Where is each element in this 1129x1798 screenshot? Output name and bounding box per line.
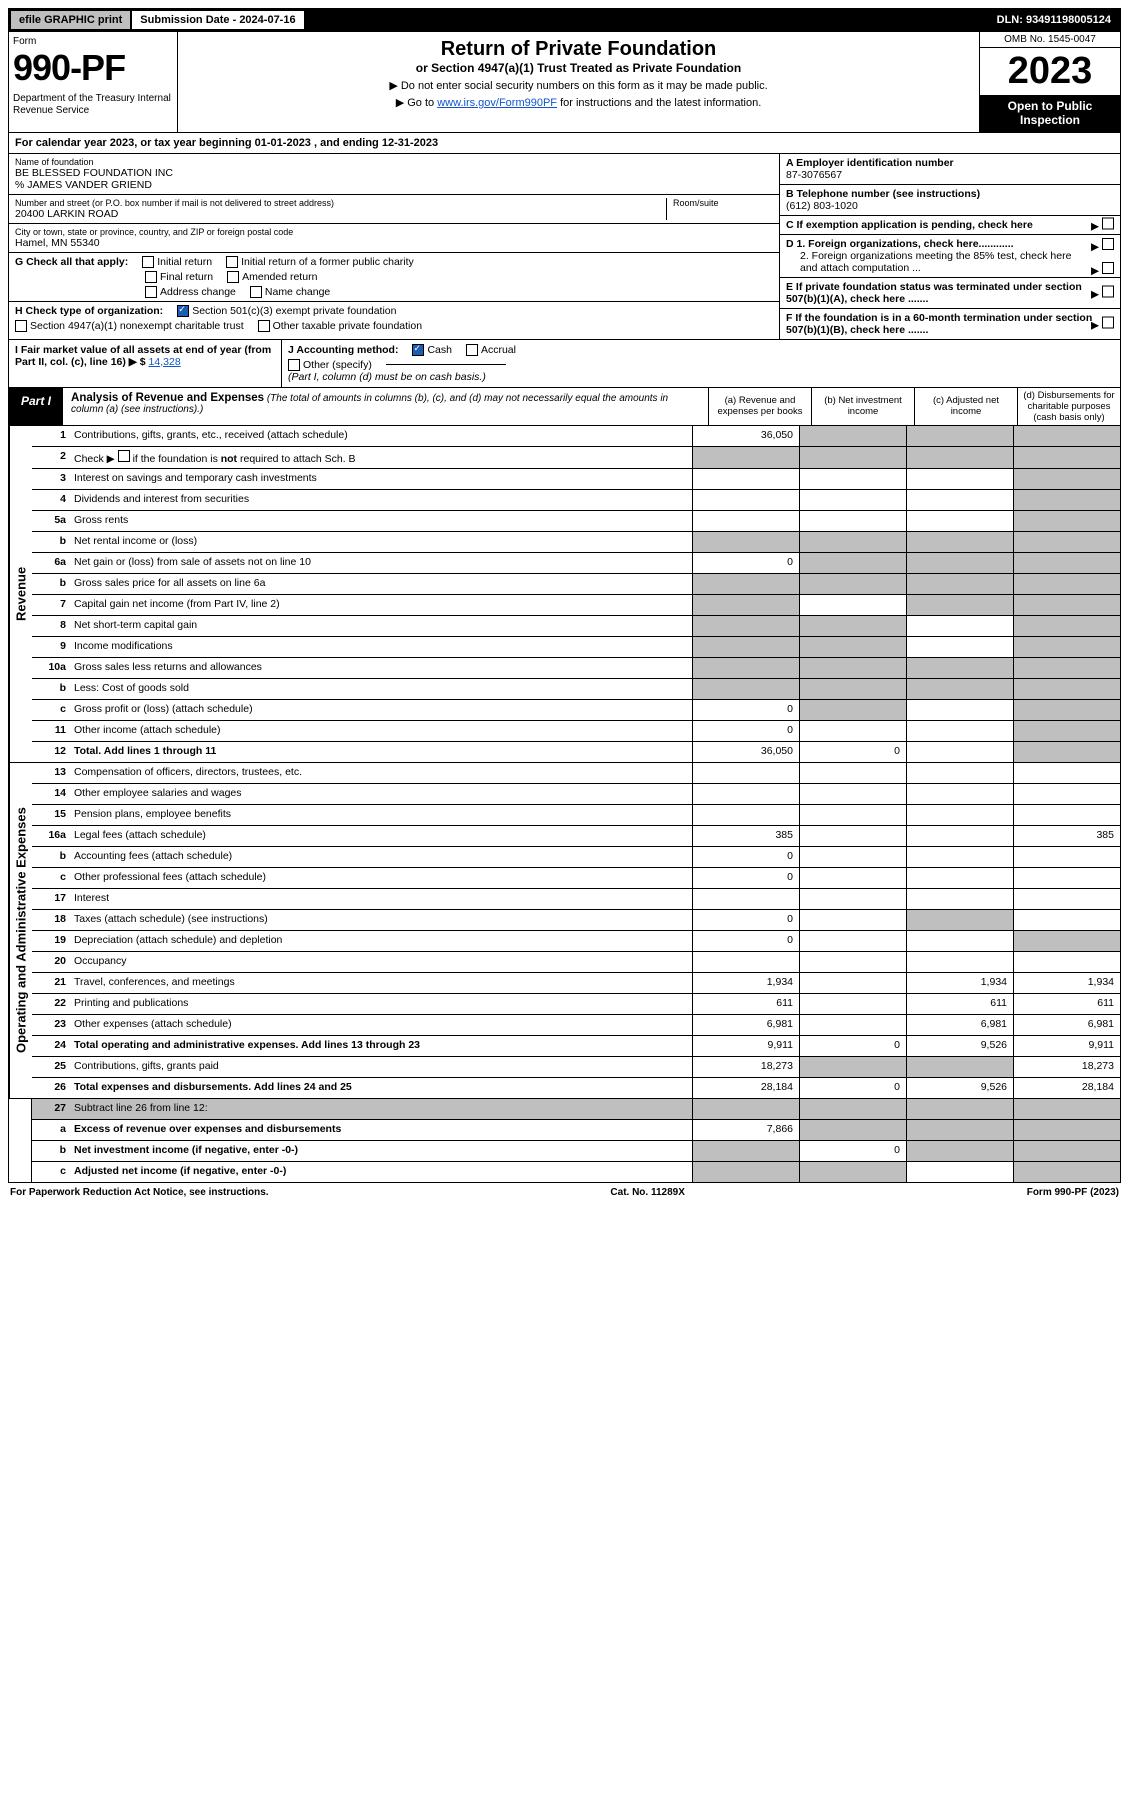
cb-initial-return-former[interactable]: Initial return of a former public charit… [226, 256, 414, 268]
revenue-vlabel: Revenue [9, 426, 32, 762]
form-header: Form 990-PF Department of the Treasury I… [8, 32, 1121, 133]
col-b-header: (b) Net investment income [811, 388, 914, 425]
dln-label: DLN: 93491198005124 [989, 11, 1119, 29]
cb-address-change[interactable]: Address change [145, 286, 236, 298]
cat-number: Cat. No. 11289X [610, 1187, 684, 1198]
cb-4947a1[interactable]: Section 4947(a)(1) nonexempt charitable … [15, 320, 244, 332]
col-a-header: (a) Revenue and expenses per books [708, 388, 811, 425]
f-label: F If the foundation is in a 60-month ter… [786, 312, 1092, 336]
cb-other-specify[interactable]: Other (specify) [288, 359, 372, 371]
d1-label: D 1. Foreign organizations, check here..… [786, 238, 1014, 250]
city-state-zip: Hamel, MN 55340 [15, 237, 773, 249]
calendar-year-row: For calendar year 2023, or tax year begi… [8, 133, 1121, 154]
room-label: Room/suite [673, 198, 773, 208]
efile-print-button[interactable]: efile GRAPHIC print [10, 10, 131, 30]
g-label: G Check all that apply: [15, 256, 128, 268]
line27-section: 27Subtract line 26 from line 12: aExcess… [8, 1099, 1121, 1183]
j-note: (Part I, column (d) must be on cash basi… [288, 371, 1114, 383]
c-label: C If exemption application is pending, c… [786, 219, 1033, 231]
cb-amended-return[interactable]: Amended return [227, 271, 317, 283]
foundation-name: BE BLESSED FOUNDATION INC [15, 167, 773, 179]
cb-501c3[interactable]: Section 501(c)(3) exempt private foundat… [177, 305, 396, 317]
part1-label: Part I [9, 388, 63, 425]
cb-sch-b[interactable] [118, 450, 130, 462]
cb-terminated[interactable] [1102, 285, 1114, 297]
form-word: Form [13, 36, 173, 47]
cb-cash[interactable]: Cash [412, 344, 452, 356]
part1-header: Part I Analysis of Revenue and Expenses … [8, 388, 1121, 426]
expenses-section: Operating and Administrative Expenses 13… [8, 763, 1121, 1099]
tax-year: 2023 [980, 48, 1120, 95]
j-label: J Accounting method: [288, 344, 398, 356]
street-address: 20400 LARKIN ROAD [15, 208, 666, 220]
col-d-header: (d) Disbursements for charitable purpose… [1017, 388, 1120, 425]
top-bar: efile GRAPHIC print Submission Date - 20… [8, 8, 1121, 32]
form-subtitle: or Section 4947(a)(1) Trust Treated as P… [184, 61, 973, 75]
d2-label: 2. Foreign organizations meeting the 85%… [800, 250, 1071, 274]
cb-85pct[interactable] [1102, 262, 1114, 274]
cb-60month[interactable] [1102, 316, 1114, 328]
e-label: E If private foundation status was termi… [786, 281, 1082, 305]
h-label: H Check type of organization: [15, 305, 163, 317]
cb-accrual[interactable]: Accrual [466, 344, 516, 356]
phone-label: B Telephone number (see instructions) [786, 188, 1114, 200]
instructions-link[interactable]: www.irs.gov/Form990PF [437, 97, 557, 109]
form-number: 990-PF [13, 47, 173, 89]
form-note2: ▶ Go to www.irs.gov/Form990PF for instru… [184, 96, 973, 109]
cb-exemption-pending[interactable] [1102, 217, 1114, 229]
ein-value: 87-3076567 [786, 169, 1114, 181]
form-title: Return of Private Foundation [184, 38, 973, 61]
cb-initial-return[interactable]: Initial return [142, 256, 212, 268]
form-note1: ▶ Do not enter social security numbers o… [184, 79, 973, 92]
omb-number: OMB No. 1545-0047 [980, 32, 1120, 48]
identification-grid: Name of foundation BE BLESSED FOUNDATION… [8, 154, 1121, 340]
revenue-section: Revenue 1Contributions, gifts, grants, e… [8, 426, 1121, 763]
page-footer: For Paperwork Reduction Act Notice, see … [8, 1183, 1121, 1202]
form-ref: Form 990-PF (2023) [1027, 1187, 1119, 1198]
row-i-j: I Fair market value of all assets at end… [8, 340, 1121, 388]
address-label: Number and street (or P.O. box number if… [15, 198, 666, 208]
cb-final-return[interactable]: Final return [145, 271, 213, 283]
cb-foreign-org[interactable] [1102, 238, 1114, 250]
name-label: Name of foundation [15, 157, 773, 167]
open-public-badge: Open to Public Inspection [980, 95, 1120, 132]
ein-label: A Employer identification number [786, 157, 1114, 169]
cb-other-taxable[interactable]: Other taxable private foundation [258, 320, 422, 332]
expenses-vlabel: Operating and Administrative Expenses [9, 763, 32, 1098]
submission-date: Submission Date - 2024-07-16 [131, 10, 304, 30]
care-of: % JAMES VANDER GRIEND [15, 179, 773, 191]
phone-value: (612) 803-1020 [786, 200, 1114, 212]
cb-name-change[interactable]: Name change [250, 286, 330, 298]
paperwork-notice: For Paperwork Reduction Act Notice, see … [10, 1187, 269, 1198]
part1-title: Analysis of Revenue and Expenses [71, 392, 264, 404]
dept-label: Department of the Treasury Internal Reve… [13, 93, 173, 117]
city-label: City or town, state or province, country… [15, 227, 773, 237]
fmv-value: 14,328 [149, 356, 181, 368]
i-label: I Fair market value of all assets at end… [15, 344, 271, 368]
col-c-header: (c) Adjusted net income [914, 388, 1017, 425]
